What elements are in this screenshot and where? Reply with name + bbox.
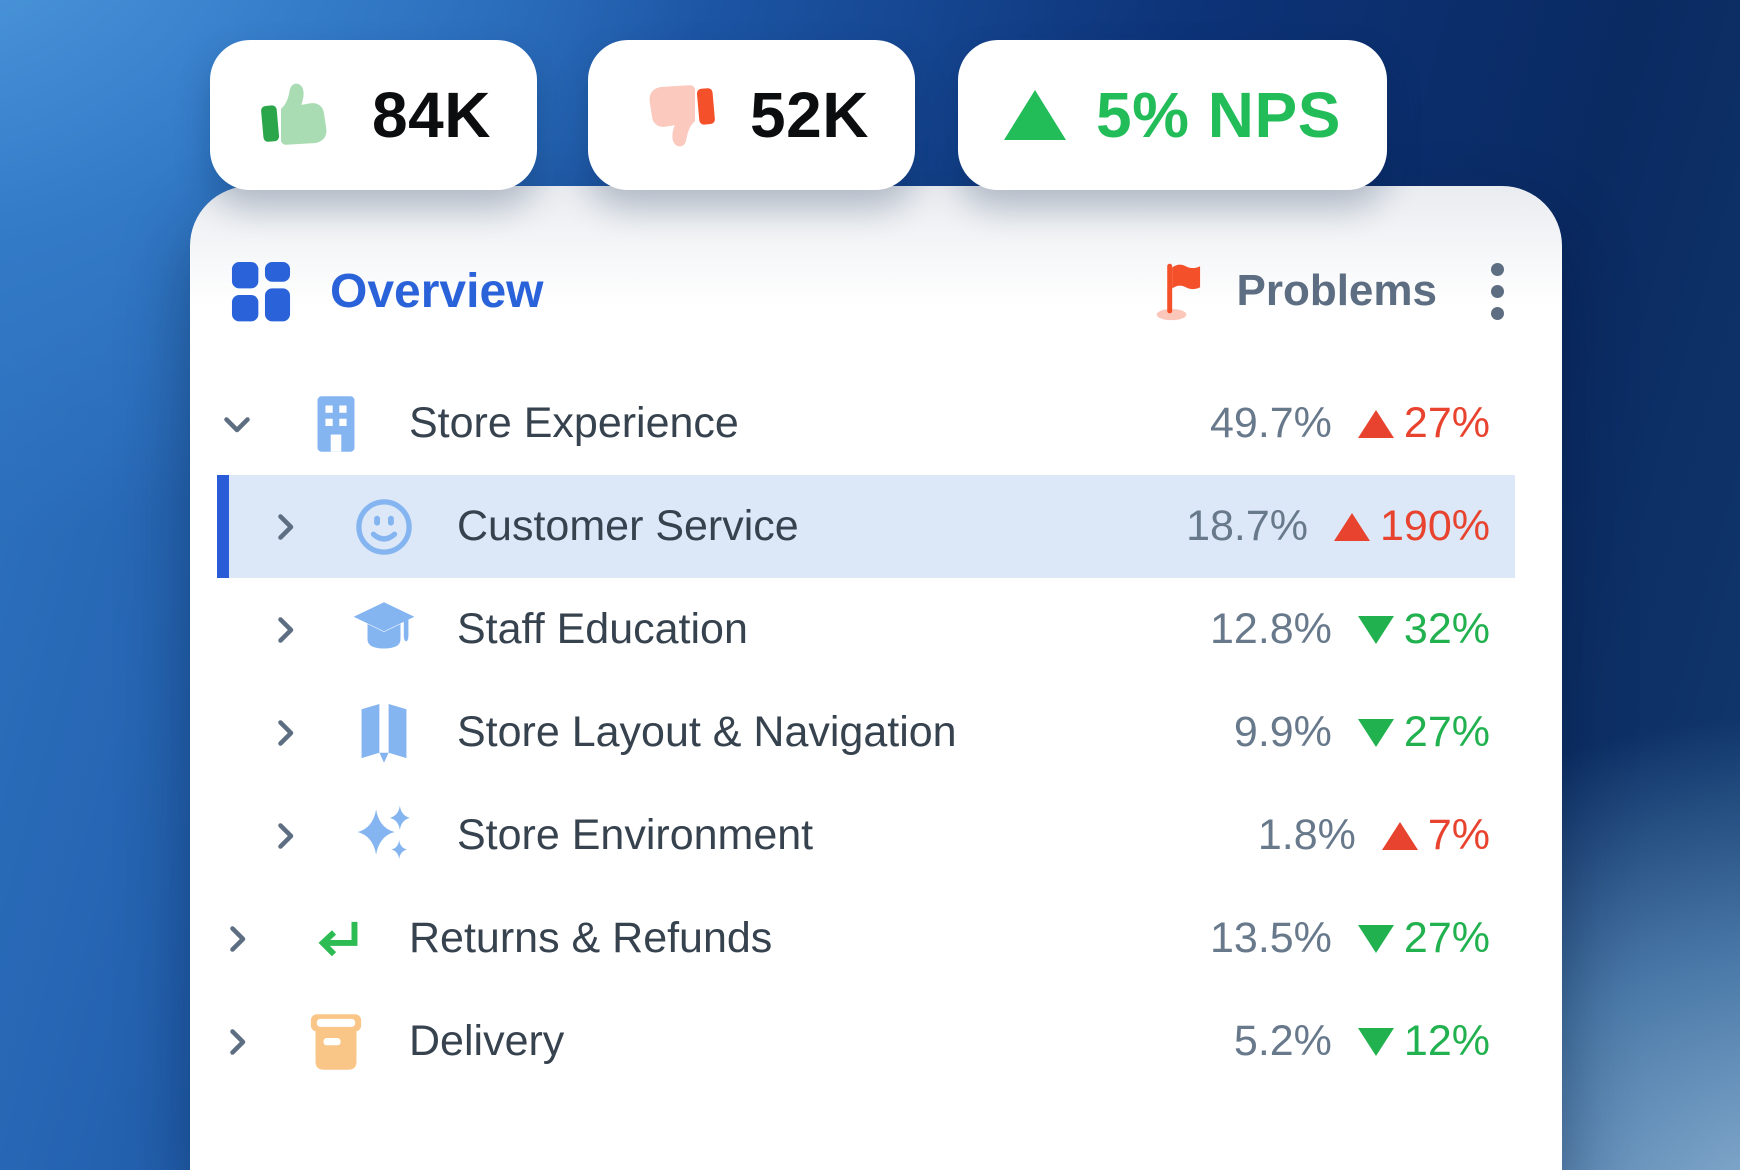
chevron-right-icon[interactable] [265,818,305,854]
row-metrics: 13.5% 27% [1210,914,1490,963]
thumbs-down-icon [634,74,720,156]
delta-value: 27% [1403,914,1490,962]
category-label: Store Environment [457,811,814,859]
delta-value: 190% [1380,502,1490,550]
row-metrics: 49.7% 27% [1210,399,1490,448]
delta-badge: 190% [1334,502,1490,551]
category-label: Delivery [409,1017,565,1065]
delta-value: 27% [1403,708,1490,756]
trend-triangle-icon [1357,615,1394,644]
chevron-right-icon[interactable] [217,921,257,957]
trend-triangle-icon [1357,924,1394,953]
category-row[interactable]: Store Experience 49.7% 27% [217,372,1515,475]
delta-badge: 27% [1357,708,1490,757]
share-value: 5.2% [1233,1017,1332,1065]
flag-icon [1148,260,1210,322]
delta-badge: 27% [1357,399,1490,448]
row-metrics: 1.8% 7% [1258,811,1490,860]
share-value: 13.5% [1209,914,1332,962]
delta-badge: 12% [1357,1017,1490,1066]
chevron-right-icon[interactable] [265,509,305,545]
delta-value: 7% [1427,811,1490,859]
delta-value: 12% [1403,1017,1490,1065]
row-metrics: 9.9% 27% [1234,708,1490,757]
category-row[interactable]: Staff Education 12.8% 32% [217,578,1515,681]
dislikes-stat-pill: 52K [588,40,915,190]
problems-toggle[interactable]: Problems [1236,266,1437,315]
smiley-icon [351,494,417,560]
chevron-right-icon[interactable] [265,612,305,648]
category-label: Customer Service [457,502,799,550]
graduation-cap-icon [351,597,417,663]
likes-stat-pill: 84K [210,40,537,190]
overview-tab[interactable]: Overview [228,258,543,324]
page-title: Overview [330,264,544,318]
row-metrics: 12.8% 32% [1210,605,1490,654]
category-label: Returns & Refunds [409,914,773,962]
row-metrics: 18.7% 190% [1186,502,1490,551]
trend-triangle-icon [1381,821,1418,850]
share-value: 49.7% [1209,399,1332,447]
likes-count: 84K [372,79,491,151]
delivery-box-icon [303,1009,369,1075]
category-label: Store Experience [409,399,739,447]
delta-badge: 32% [1357,605,1490,654]
share-value: 1.8% [1257,811,1356,859]
nps-value: 5% NPS [1096,79,1341,151]
kebab-menu-icon[interactable] [1485,257,1510,326]
delta-badge: 7% [1381,811,1490,860]
trend-triangle-icon [1357,718,1394,747]
delta-badge: 27% [1357,914,1490,963]
category-row[interactable]: Delivery 5.2% 12% [217,990,1515,1093]
category-row[interactable]: Store Layout & Navigation 9.9% 27% [217,681,1515,784]
header-right-group: Problems [1148,257,1510,326]
chevron-right-icon[interactable] [265,715,305,751]
category-row[interactable]: Customer Service 18.7% 190% [217,475,1515,578]
overview-card: Overview Problems Store Experience 49.7% [190,186,1562,1170]
share-value: 18.7% [1186,502,1309,550]
building-icon [303,391,369,457]
sparkles-icon [351,803,417,869]
dislikes-count: 52K [750,79,869,151]
card-header: Overview Problems [190,186,1562,334]
category-list: Store Experience 49.7% 27% Customer Serv… [190,372,1562,1093]
thumbs-up-icon [256,74,342,156]
share-value: 9.9% [1233,708,1332,756]
row-metrics: 5.2% 12% [1234,1017,1490,1066]
category-row[interactable]: Returns & Refunds 13.5% 27% [217,887,1515,990]
return-arrow-icon [303,906,369,972]
category-label: Staff Education [457,605,748,653]
delta-value: 32% [1403,605,1490,653]
map-icon [351,700,417,766]
chevron-right-icon[interactable] [217,1024,257,1060]
triangle-up-icon [1004,90,1066,140]
trend-triangle-icon [1334,512,1371,541]
delta-value: 27% [1403,399,1490,447]
chevron-down-icon[interactable] [217,406,257,442]
share-value: 12.8% [1209,605,1332,653]
category-label: Store Layout & Navigation [457,708,957,756]
category-row[interactable]: Store Environment 1.8% 7% [217,784,1515,887]
nps-stat-pill: 5% NPS [958,40,1387,190]
trend-triangle-icon [1357,1027,1394,1056]
trend-triangle-icon [1357,409,1394,438]
grid-icon [228,258,294,324]
